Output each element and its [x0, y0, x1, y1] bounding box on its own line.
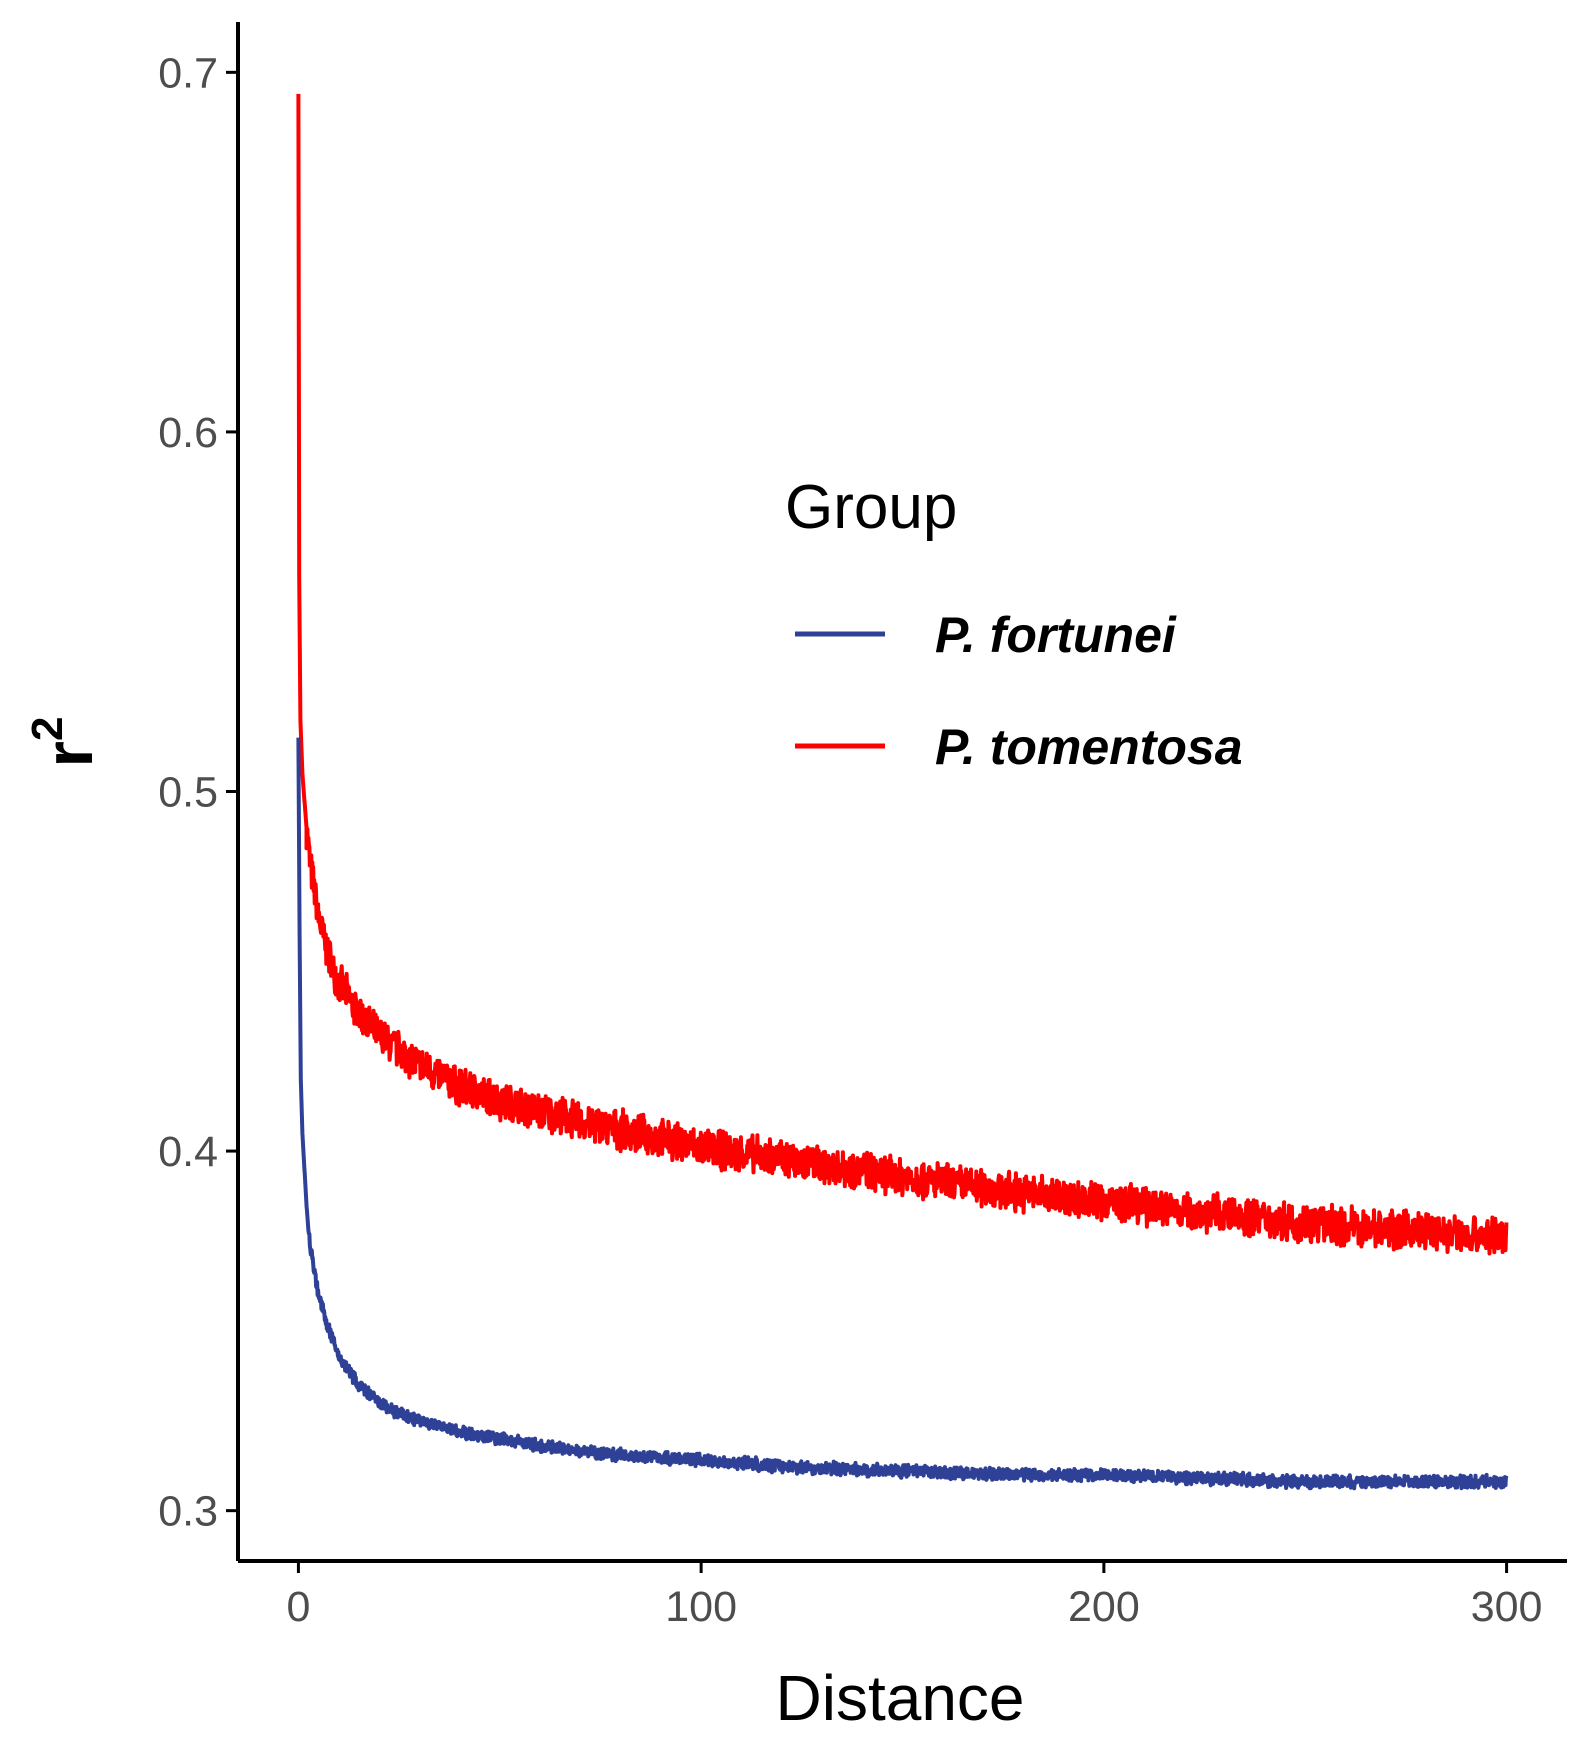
x-tick-label: 100 [665, 1583, 737, 1631]
legend-entry-p-tomentosa: P. tomentosa [795, 719, 1243, 775]
x-axis-ticks: 0 100 200 300 [286, 1561, 1542, 1631]
legend-entry-p-fortunei: P. fortunei [795, 607, 1177, 663]
y-axis-title-base: r [31, 741, 107, 767]
series-p-tomentosa [296, 93, 1509, 1256]
x-tick-label: 0 [286, 1583, 310, 1631]
y-tick-label: 0.7 [158, 49, 218, 97]
series-line-p-fortunei [296, 737, 1509, 1491]
legend: Group P. fortunei P. tomentosa [785, 473, 1243, 775]
series-p-fortunei [296, 737, 1509, 1491]
x-tick-label: 200 [1068, 1583, 1140, 1631]
y-axis-title: r2 [23, 717, 107, 768]
legend-title: Group [785, 473, 957, 542]
y-tick-label: 0.4 [158, 1128, 218, 1176]
x-tick-label: 300 [1471, 1583, 1543, 1631]
legend-label-p-tomentosa: P. tomentosa [935, 719, 1243, 775]
y-tick-label: 0.5 [158, 769, 218, 817]
series-layer [296, 93, 1509, 1491]
x-axis-title: Distance [776, 1662, 1025, 1734]
y-axis-title-superscript: 2 [23, 717, 72, 741]
y-tick-label: 0.6 [158, 409, 218, 457]
legend-label-p-fortunei: P. fortunei [935, 607, 1177, 663]
svg-text:r2: r2 [23, 717, 107, 768]
y-tick-label: 0.3 [158, 1488, 218, 1536]
y-axis-ticks: 0.3 0.4 0.5 0.6 0.7 [158, 49, 238, 1536]
series-line-p-tomentosa [296, 93, 1509, 1256]
